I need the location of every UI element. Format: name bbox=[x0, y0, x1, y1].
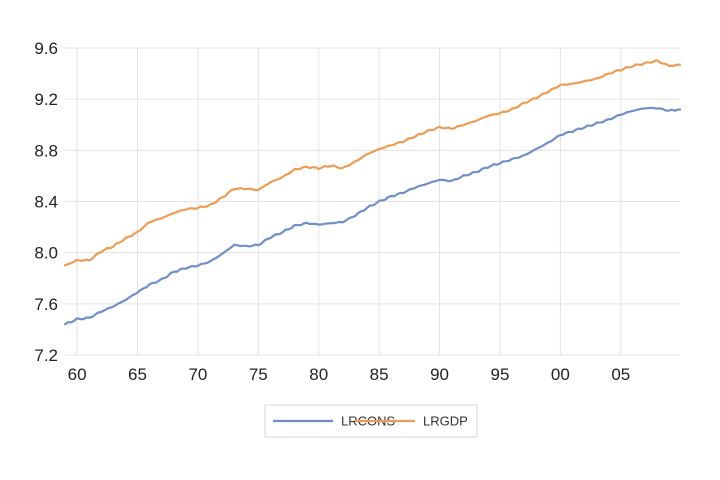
x-tick-label: 80 bbox=[309, 365, 328, 384]
x-tick-label: 05 bbox=[611, 365, 630, 384]
y-axis-tick-labels: 7.2 7.6 8.0 8.4 8.8 9.2 9.6 bbox=[34, 39, 58, 365]
x-tick-label: 00 bbox=[551, 365, 570, 384]
y-tick-label: 9.2 bbox=[34, 90, 58, 109]
x-tick-label: 95 bbox=[491, 365, 510, 384]
y-tick-label: 9.6 bbox=[34, 39, 58, 58]
legend-label-lrgdp: LRGDP bbox=[423, 414, 468, 429]
series-line-lrcons bbox=[63, 106, 682, 326]
y-tick-label: 8.4 bbox=[34, 193, 58, 212]
y-tick-label: 7.2 bbox=[34, 346, 58, 365]
y-tick-label: 8.8 bbox=[34, 141, 58, 160]
legend: LRCONS LRGDP bbox=[264, 404, 478, 438]
y-tick-label: 8.0 bbox=[34, 244, 58, 263]
series-line-lrgdp bbox=[63, 59, 682, 267]
y-tick-label: 7.6 bbox=[34, 295, 58, 314]
x-tick-label: 85 bbox=[370, 365, 389, 384]
x-tick-label: 70 bbox=[188, 365, 207, 384]
x-axis-tick-labels: 60 65 70 75 80 85 90 95 00 05 bbox=[68, 365, 631, 384]
x-tick-label: 60 bbox=[68, 365, 87, 384]
x-tick-label: 65 bbox=[128, 365, 147, 384]
x-tick-label: 90 bbox=[430, 365, 449, 384]
gridlines bbox=[65, 47, 680, 356]
plot-series bbox=[63, 59, 682, 326]
x-tick-label: 75 bbox=[249, 365, 268, 384]
